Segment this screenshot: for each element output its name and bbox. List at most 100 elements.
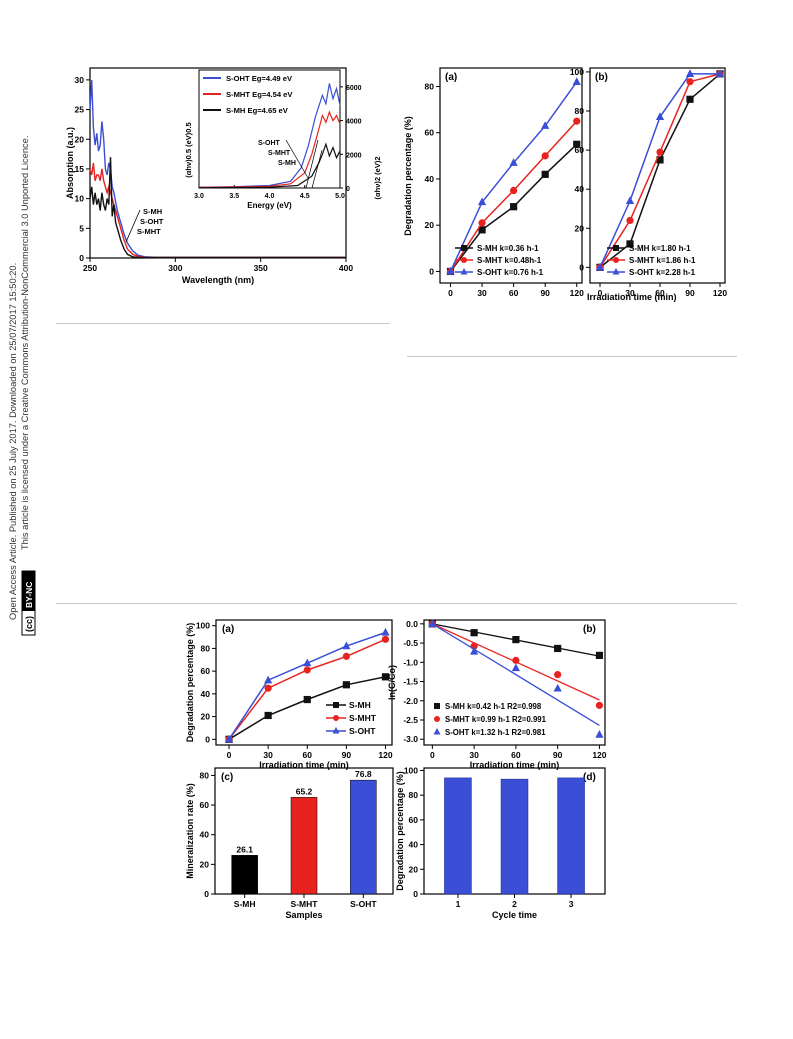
axis-label-y: Mineralization rate (%) (185, 783, 195, 879)
data-point-triangle (264, 675, 273, 684)
bar-S-MH (231, 855, 258, 895)
bar-cycle-1 (444, 777, 472, 895)
axis-label-y: Absorption (a.u.) (65, 127, 75, 199)
divider-left-top (56, 323, 390, 324)
x-tick-label: 1 (456, 899, 461, 909)
y-tick-label: -2.5 (403, 715, 418, 725)
y-tick-label: -0.5 (403, 638, 418, 648)
annotation-label: S-OHT (140, 217, 164, 226)
bar-value-label: 76.8 (355, 769, 372, 779)
data-point-circle (554, 671, 562, 679)
x-tick-label: S-MHT (291, 899, 319, 909)
legend-label: S-MHT (349, 713, 377, 723)
x-tick-label: 120 (592, 750, 606, 760)
fig3a-frame (215, 619, 393, 746)
y-tick-label: 80 (409, 790, 419, 800)
y-tick-label: 20 (75, 134, 85, 144)
x-tick-label: 90 (342, 750, 352, 760)
data-point-triangle (470, 646, 479, 655)
y-tick-label: 20 (201, 712, 211, 722)
y-tick-label: 80 (575, 106, 585, 116)
legend-swatch-marker (332, 727, 340, 734)
data-point-circle (541, 152, 549, 160)
y-tick-label: 20 (200, 859, 210, 869)
inset-series-S-MH (198, 142, 341, 189)
y-tick-label: 100 (404, 765, 418, 775)
x-tick-label: 0 (448, 288, 453, 298)
legend-swatch-marker (612, 268, 620, 275)
bar-value-label: 26.1 (236, 844, 253, 854)
axis-label-x: Samples (285, 910, 322, 920)
panel-label: (a) (222, 624, 234, 635)
panel-label: (c) (221, 772, 233, 783)
data-point-square (478, 226, 486, 234)
x-tick-label: 30 (469, 750, 479, 760)
inset-y-tick-label: 2000 (346, 152, 362, 159)
annotation-label: S-MHT (137, 227, 161, 236)
x-tick-label: 30 (625, 288, 635, 298)
y-tick-label: 20 (575, 223, 585, 233)
data-point-square (573, 140, 581, 148)
data-point-triangle (715, 69, 725, 77)
x-tick-label: 250 (83, 263, 97, 273)
panel-label: (b) (583, 624, 596, 635)
data-point-circle (595, 701, 604, 709)
panel-label: (b) (595, 72, 608, 83)
y-tick-label: -1.5 (403, 677, 418, 687)
data-point-triangle (446, 266, 455, 275)
data-point-square (686, 95, 694, 103)
inset-axis-label-right: (αhν)2 (eV)2 (373, 157, 382, 200)
axis-label-y: ln(C/Co) (387, 665, 397, 700)
axis-label-x: Irradiation time (min) (259, 760, 349, 770)
bar-value-label: 65.2 (296, 786, 313, 796)
divider-full (56, 603, 737, 604)
y-tick-label: 0 (205, 734, 210, 744)
data-point-triangle (595, 730, 604, 738)
abs-series-S-MH (89, 157, 346, 259)
legend-swatch-marker (461, 257, 467, 263)
inset-y-tick-label: 0 (346, 186, 350, 193)
inset-annotation-label: S-MHT (268, 150, 291, 157)
legend-swatch-marker (613, 245, 619, 251)
x-tick-label: 90 (540, 288, 550, 298)
y-tick-label: 0 (429, 266, 434, 276)
inset-y-tick-label: 4000 (346, 119, 362, 126)
x-tick-label: 0 (430, 750, 435, 760)
x-tick-label: 60 (509, 288, 519, 298)
y-tick-label: 80 (200, 770, 210, 780)
y-tick-label: 40 (409, 840, 419, 850)
x-tick-label: 60 (655, 288, 665, 298)
y-tick-label: 40 (575, 184, 585, 194)
x-tick-label: 400 (339, 263, 353, 273)
y-tick-label: 5 (79, 223, 84, 233)
legend-swatch-marker (460, 268, 468, 275)
data-point-circle (656, 148, 664, 156)
x-tick-label: S-OHT (350, 899, 377, 909)
data-point-triangle (625, 196, 635, 205)
bar-S-OHT (350, 779, 377, 895)
x-tick-label: 30 (263, 750, 273, 760)
panel-label: (d) (583, 772, 596, 783)
y-tick-label: 60 (575, 145, 585, 155)
inset-legend-label: S-MHT Eg=4.54 eV (226, 90, 293, 99)
y-tick-label: -3.0 (403, 734, 418, 744)
inset-tangent-line (305, 139, 319, 189)
legend-label: S-OHT k=2.28 h-1 (629, 268, 696, 277)
x-tick-label: 3 (569, 899, 574, 909)
axis-label-y: Degradation percentage (%) (185, 623, 195, 743)
legend-swatch-marker (434, 716, 440, 722)
x-tick-label: 60 (303, 750, 313, 760)
y-tick-label: 25 (75, 105, 85, 115)
data-point-square (470, 629, 478, 637)
degB-line-S-MHT (599, 73, 721, 268)
x-tick-label: 120 (378, 750, 392, 760)
y-tick-label: 0 (413, 889, 418, 899)
data-point-triangle (511, 663, 520, 672)
data-point-triangle (224, 734, 234, 743)
data-point-circle (381, 635, 390, 643)
data-point-circle (686, 78, 694, 86)
legend-label: S-OHT (349, 726, 376, 736)
x-tick-label: 350 (254, 263, 268, 273)
